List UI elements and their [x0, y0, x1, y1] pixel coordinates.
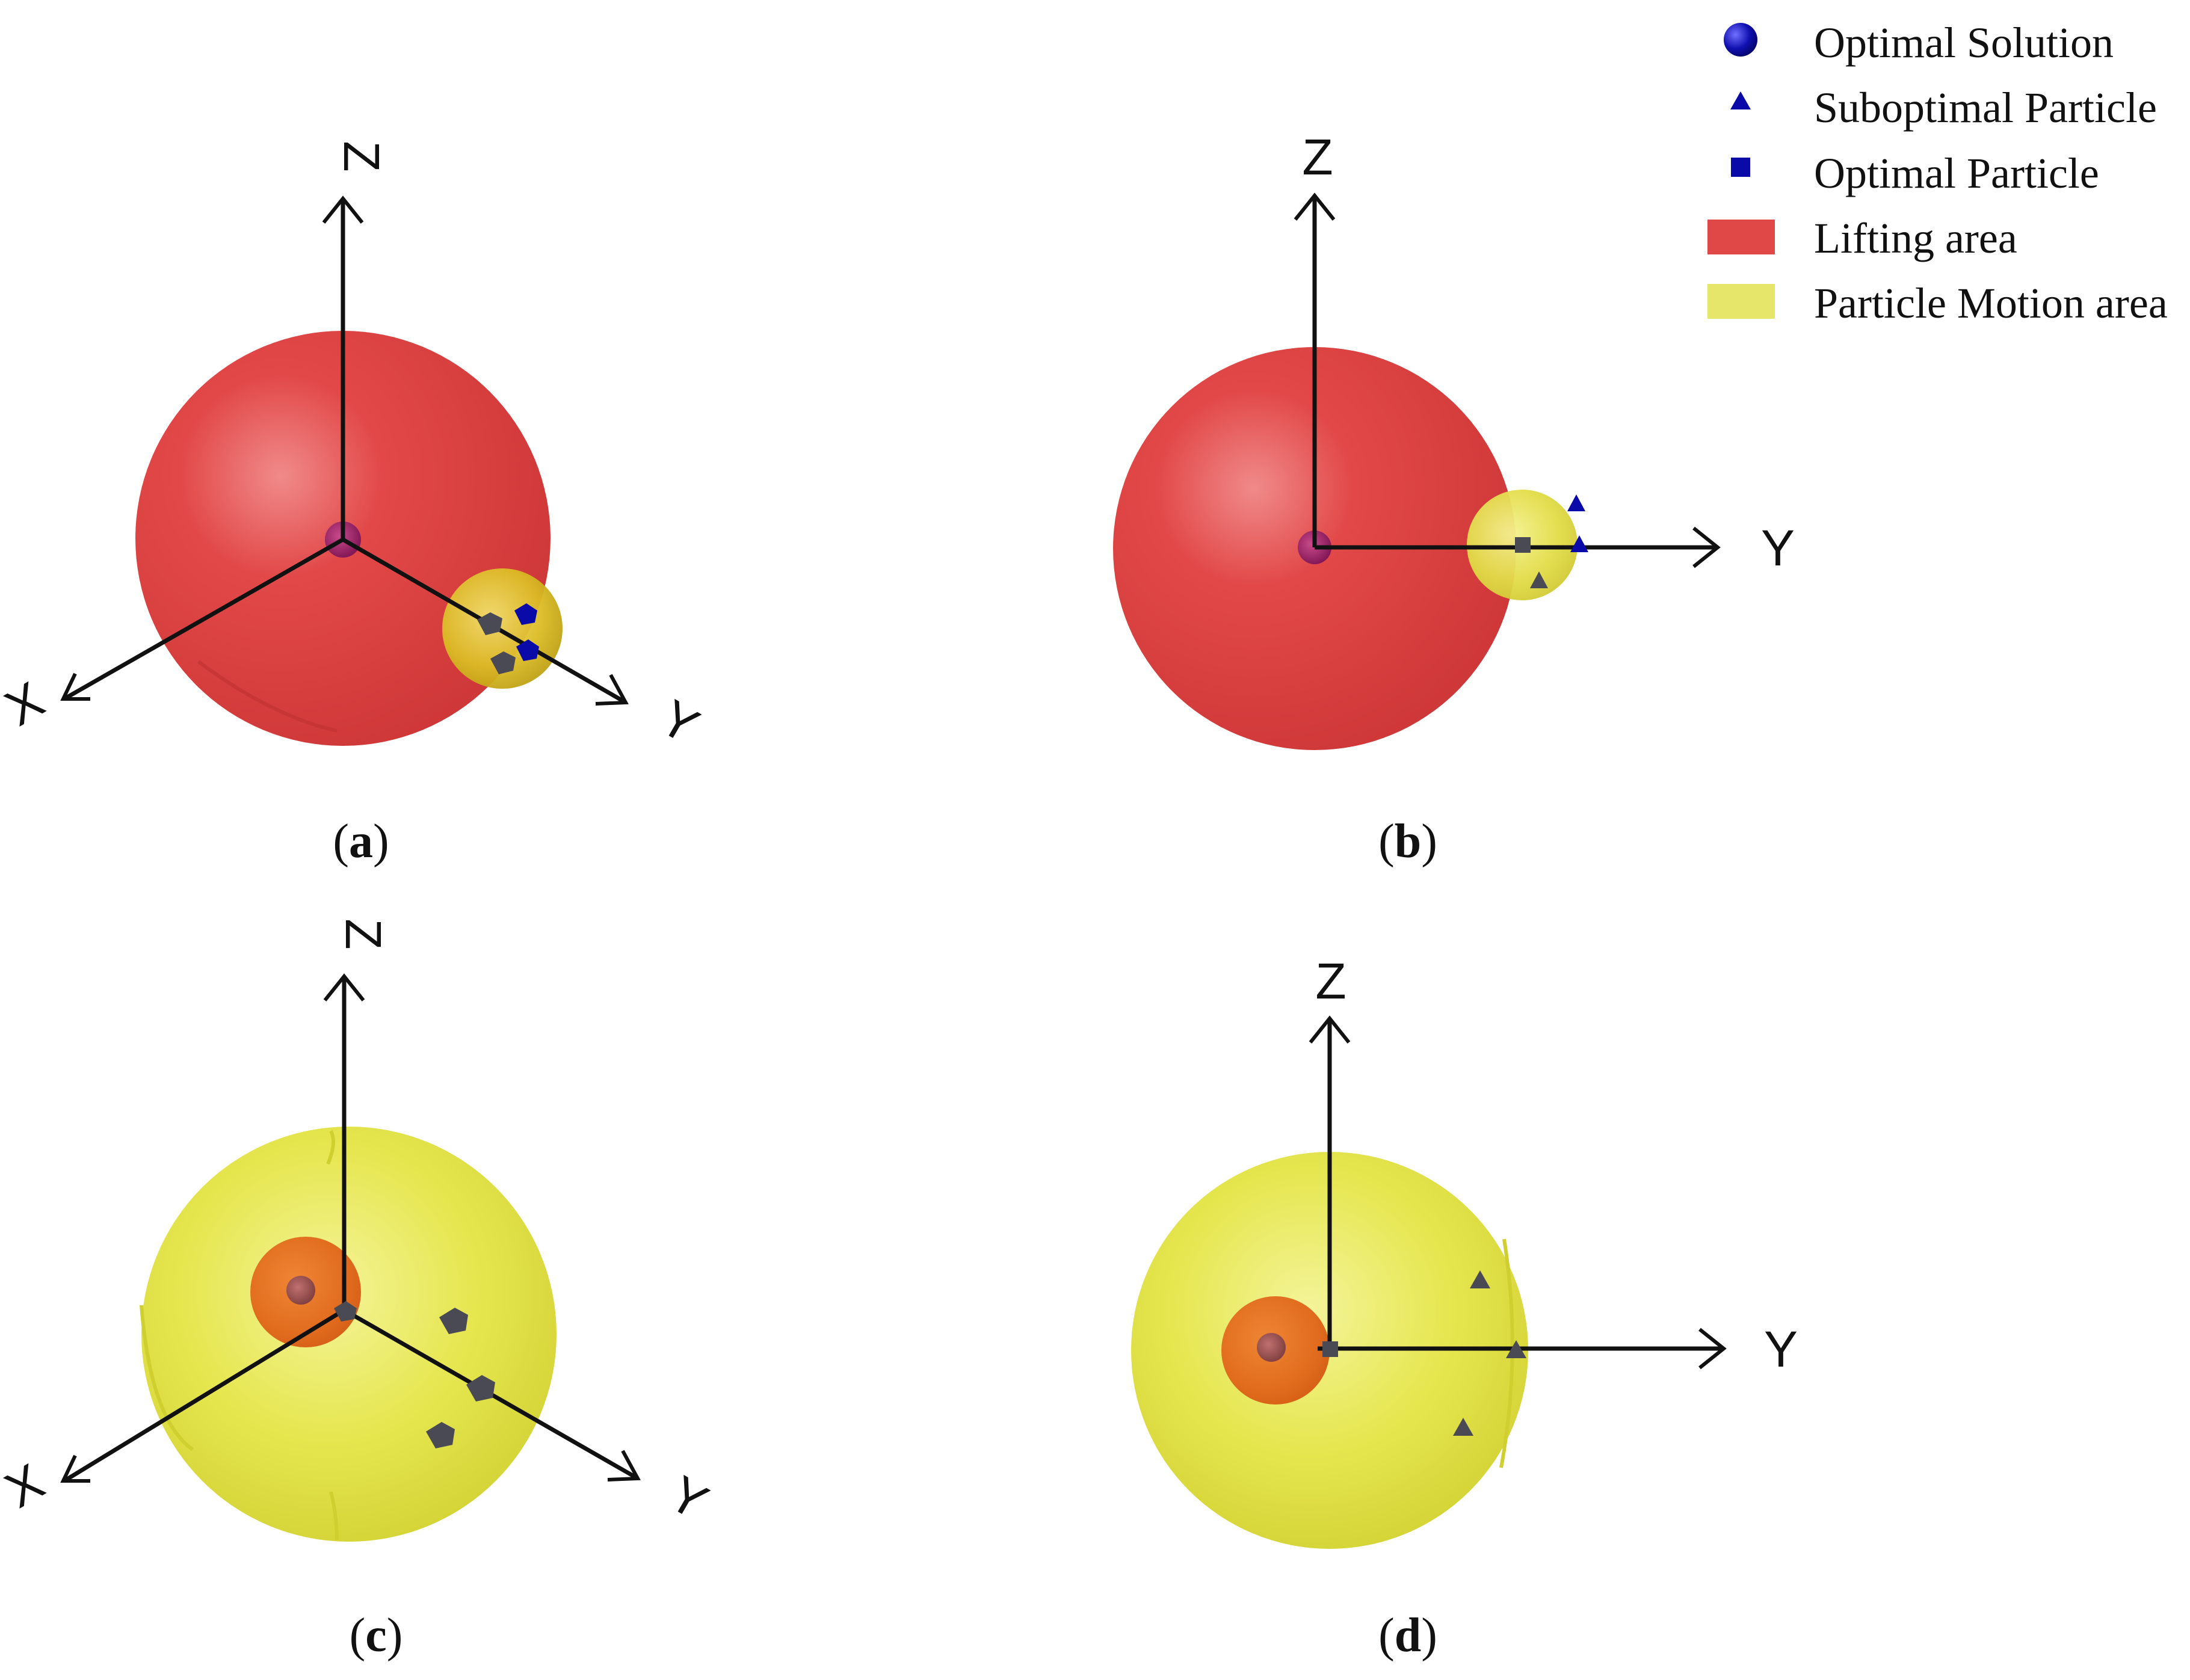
y-axis-arrowhead — [1692, 526, 1721, 568]
caption-d: (d) — [1378, 1609, 1437, 1662]
suboptimal-particle-marker — [1570, 535, 1588, 552]
particle-motion-sphere — [141, 1127, 557, 1542]
suboptimal-particle-marker — [426, 1422, 455, 1448]
optimal-particle-marker — [477, 612, 502, 635]
suboptimal-particle-marker — [1530, 571, 1548, 588]
x-axis-arrowhead — [60, 1454, 90, 1483]
x-axis-label: X — [0, 671, 53, 736]
suboptimal-particle-marker — [439, 1308, 468, 1334]
y-axis-arrowhead — [607, 1450, 641, 1482]
caption-b: (b) — [1378, 815, 1437, 868]
z-axis-arrowhead — [323, 973, 365, 1002]
optimal-particle-marker — [334, 1301, 357, 1322]
optimal-particle-marker — [1515, 537, 1531, 553]
suboptimal-particle-marker — [1453, 1418, 1473, 1436]
legend-label: Optimal Particle — [1814, 149, 2099, 197]
y-axis-label: Y — [651, 689, 709, 754]
z-axis-label: Z — [333, 141, 390, 171]
sphere-seam — [197, 660, 338, 733]
sphere-seam — [140, 1305, 194, 1451]
suboptimal-particle-marker — [1470, 1270, 1490, 1288]
x-axis-arrowhead — [60, 672, 90, 701]
y-axis-arrowhead — [595, 674, 629, 706]
caption-a: (a) — [333, 815, 389, 868]
x-axis — [65, 537, 344, 700]
y-axis-arrowhead — [1698, 1328, 1727, 1370]
panel-d: Z Y (d) — [1131, 953, 1798, 1662]
z-axis-arrowhead — [1294, 192, 1336, 221]
sphere-seam — [329, 1491, 339, 1540]
panel-a: Z X Y (a) — [0, 141, 708, 868]
legend-particle-motion-area-swatch — [1707, 284, 1775, 319]
panel-b: Z Y (b) — [1113, 129, 1795, 868]
z-axis-arrowhead — [322, 195, 364, 224]
panel-c: Z X Y (c) — [0, 918, 717, 1662]
legend-optimal-solution-icon — [1724, 23, 1757, 57]
z-axis-label: Z — [335, 918, 392, 949]
y-axis-label: Y — [1764, 1321, 1798, 1377]
legend-label: Suboptimal Particle — [1814, 84, 2157, 132]
z-axis-arrowhead — [1309, 1015, 1351, 1044]
legend-label: Lifting area — [1814, 214, 2017, 262]
optimal-solution-marker — [1257, 1333, 1286, 1362]
legend-label: Particle Motion area — [1814, 279, 2168, 327]
x-axis-label: X — [0, 1453, 53, 1518]
optimal-particle-marker — [1322, 1341, 1338, 1357]
legend-label: Optimal Solution — [1814, 19, 2114, 67]
y-axis-label: Y — [660, 1465, 718, 1530]
caption-c: (c) — [350, 1609, 403, 1662]
legend: Optimal Solution Suboptimal Particle Opt… — [1707, 19, 2168, 327]
x-axis — [65, 1308, 345, 1482]
legend-suboptimal-particle-icon — [1730, 91, 1751, 109]
suboptimal-particle-marker — [1567, 494, 1585, 511]
legend-lifting-area-swatch — [1707, 220, 1775, 254]
suboptimal-particle-marker — [1506, 1340, 1526, 1358]
suboptimal-particle-marker — [466, 1375, 495, 1402]
suboptimal-particle-marker — [516, 639, 539, 661]
suboptimal-particle-marker — [514, 603, 537, 625]
z-axis-label: Z — [1302, 129, 1333, 185]
y-axis-label: Y — [1761, 520, 1795, 576]
optimal-solution-marker — [286, 1276, 315, 1305]
z-axis-label: Z — [1315, 953, 1346, 1009]
legend-optimal-particle-icon — [1731, 158, 1750, 177]
optimal-particle-marker — [490, 651, 516, 674]
sphere-seam — [326, 1130, 335, 1165]
